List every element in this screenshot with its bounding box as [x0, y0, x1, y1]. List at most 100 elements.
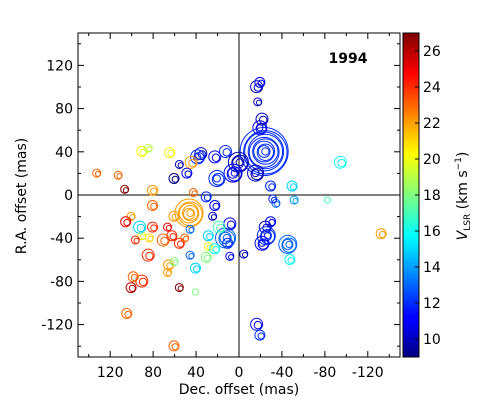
- maser-spot-ring: [226, 220, 236, 229]
- colorbar-tick-label: 16: [423, 224, 441, 240]
- maser-spot: [125, 282, 137, 294]
- maser-spot-ring: [141, 248, 155, 262]
- maser-spot: [164, 147, 176, 159]
- maser-spot-ring: [281, 237, 297, 253]
- maser-spot-ring: [171, 175, 179, 183]
- maser-spot: [121, 308, 133, 319]
- maser-spot: [202, 230, 214, 242]
- maser-spot-ring: [171, 343, 179, 351]
- maser-spot-ring: [133, 237, 140, 244]
- maser-spot-ring: [226, 166, 242, 182]
- maser-spot-ring: [225, 240, 233, 248]
- maser-spot-ring: [203, 194, 211, 202]
- maser-spot-ring: [282, 238, 294, 250]
- maser-spot: [250, 317, 264, 331]
- maser-spot: [188, 188, 198, 198]
- maser-spot-ring: [208, 150, 222, 164]
- maser-spot: [255, 112, 269, 126]
- maser-spot: [130, 235, 140, 245]
- y-tick-label: -120: [41, 318, 73, 334]
- maser-spot-ring: [191, 190, 198, 197]
- maser-spot-ring: [256, 143, 275, 161]
- maser-spot-ring: [133, 220, 147, 234]
- y-axis-title: R.A. offset (mas): [14, 138, 30, 254]
- maser-spot-ring: [210, 214, 217, 221]
- maser-spot-ring: [124, 310, 132, 318]
- maser-spot: [168, 173, 180, 184]
- maser-spot-ring: [256, 226, 276, 246]
- maser-spot-ring: [278, 234, 298, 254]
- maser-spot: [169, 257, 179, 267]
- maser-spot-ring: [259, 115, 268, 125]
- maser-spot-ring: [254, 235, 270, 251]
- maser-spot: [136, 146, 148, 157]
- maser-spot-ring: [129, 214, 136, 221]
- maser-spot: [222, 237, 234, 249]
- maser-spot: [289, 195, 299, 205]
- maser-spot-ring: [197, 150, 207, 159]
- maser-spot-ring: [375, 228, 387, 240]
- maser-spot-ring: [268, 183, 276, 191]
- maser-spot-ring: [169, 232, 177, 241]
- maser-spot-ring: [150, 187, 158, 195]
- maser-spot-ring: [212, 245, 220, 254]
- maser-spot: [254, 329, 266, 341]
- maser-spot-ring: [189, 262, 201, 274]
- colorbar-tick-label: 12: [423, 296, 441, 312]
- y-tick-label: 80: [55, 102, 73, 118]
- maser-spot: [133, 220, 147, 234]
- maser-spot: [200, 191, 212, 203]
- maser-spot-ring: [122, 187, 129, 194]
- maser-spot-ring: [231, 154, 248, 172]
- maser-spot: [208, 150, 222, 164]
- maser-spot-ring: [146, 146, 153, 153]
- maser-spot-ring: [150, 202, 158, 210]
- x-tick-label: 120: [97, 365, 124, 381]
- maser-spot-ring: [257, 332, 265, 340]
- maser-spot: [254, 76, 266, 88]
- maser-spot-ring: [211, 173, 225, 186]
- maser-spot-ring: [200, 191, 212, 203]
- maser-spot-ring: [247, 133, 284, 170]
- maser-spot-ring: [205, 232, 214, 241]
- maser-spot-ring: [286, 180, 298, 192]
- y-tick-label: 120: [46, 58, 73, 74]
- maser-spot-ring: [253, 320, 263, 330]
- maser-spot-ring: [174, 198, 204, 228]
- maser-spot-ring: [147, 184, 159, 196]
- x-tick-label: -80: [313, 365, 336, 381]
- colorbar-tick-label: 22: [423, 116, 441, 132]
- maser-spot: [254, 235, 270, 251]
- maser-spot-ring: [287, 256, 295, 264]
- maser-spot-ring: [165, 270, 172, 277]
- maser-spot-ring: [182, 204, 199, 222]
- maser-spot-ring: [212, 202, 220, 210]
- maser-spot: [268, 194, 278, 204]
- maser-spot: [375, 228, 387, 240]
- maser-spot-ring: [166, 230, 178, 242]
- colorbar-tick-label: 18: [423, 188, 441, 204]
- epoch-annotation: 1994: [329, 51, 368, 67]
- maser-spot-ring: [138, 277, 148, 287]
- maser-spot: [323, 196, 331, 204]
- maser-spot: [200, 251, 212, 263]
- maser-spot-ring: [127, 271, 139, 283]
- maser-spot: [163, 222, 173, 232]
- maser-spot-ring: [121, 308, 133, 319]
- maser-spot-ring: [116, 173, 123, 180]
- maser-spot: [284, 254, 296, 265]
- maser-spot-ring: [216, 223, 225, 233]
- maser-spot-ring: [186, 209, 195, 217]
- maser-spot-ring: [203, 254, 211, 262]
- maser-spot-ring: [208, 170, 226, 187]
- maser-spot: [265, 180, 277, 192]
- maser-spot: [168, 210, 180, 222]
- maser-spot: [247, 164, 265, 182]
- maser-spot-ring: [190, 149, 206, 165]
- maser-spot-ring: [252, 138, 279, 165]
- maser-spot-ring: [248, 136, 280, 168]
- maser-spot: [189, 262, 201, 274]
- maser-spot-ring: [230, 169, 238, 177]
- maser-spot: [225, 251, 235, 261]
- maser-spot: [181, 167, 193, 179]
